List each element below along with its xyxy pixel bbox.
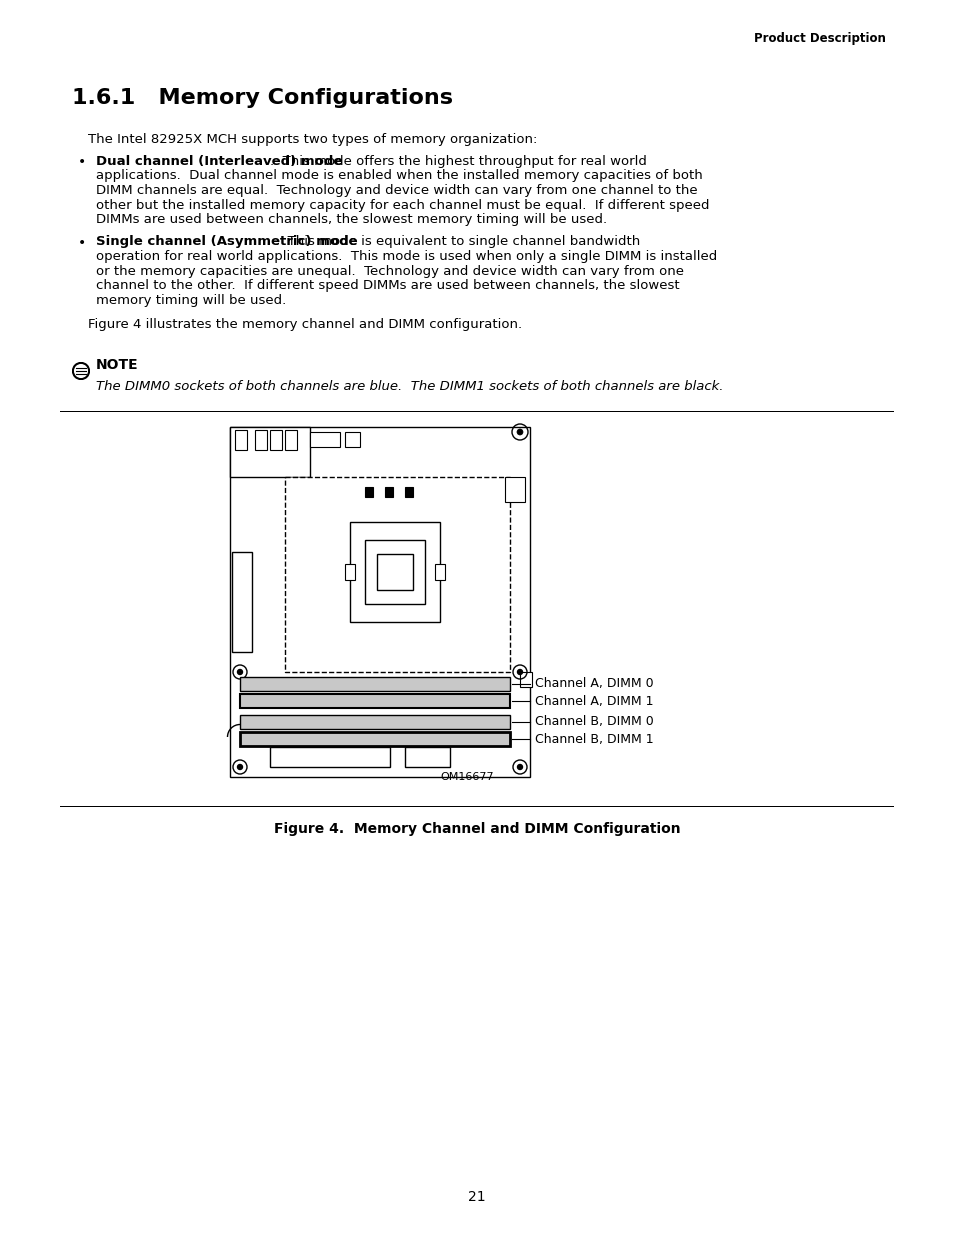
Text: channel to the other.  If different speed DIMMs are used between channels, the s: channel to the other. If different speed… [96, 279, 679, 291]
Text: Channel B, DIMM 1: Channel B, DIMM 1 [535, 732, 653, 746]
Circle shape [517, 429, 522, 435]
Bar [350, 522, 439, 622]
Text: The DIMM0 sockets of both channels are blue.  The DIMM1 sockets of both channels: The DIMM0 sockets of both channels are b… [96, 380, 722, 393]
Bar [232, 552, 252, 652]
Text: Dual channel (Interleaved) mode: Dual channel (Interleaved) mode [96, 156, 342, 168]
Text: applications.  Dual channel mode is enabled when the installed memory capacities: applications. Dual channel mode is enabl… [96, 169, 702, 183]
Text: Figure 4.  Memory Channel and DIMM Configuration: Figure 4. Memory Channel and DIMM Config… [274, 823, 679, 836]
Text: The Intel 82925X MCH supports two types of memory organization:: The Intel 82925X MCH supports two types … [88, 133, 537, 146]
Circle shape [237, 669, 242, 674]
Circle shape [517, 764, 522, 769]
Bar [405, 747, 450, 767]
Text: Channel A, DIMM 0: Channel A, DIMM 0 [535, 678, 653, 690]
Bar [310, 432, 339, 447]
Bar [240, 677, 510, 692]
Text: 1.6.1   Memory Configurations: 1.6.1 Memory Configurations [71, 88, 453, 107]
Bar [240, 732, 510, 746]
Text: operation for real world applications.  This mode is used when only a single DIM: operation for real world applications. T… [96, 249, 717, 263]
Text: Product Description: Product Description [753, 32, 885, 44]
Bar [365, 540, 424, 604]
Bar [240, 694, 510, 708]
Bar [345, 564, 355, 580]
Bar [385, 487, 393, 496]
Circle shape [517, 669, 522, 674]
Text: DIMM channels are equal.  Technology and device width can vary from one channel : DIMM channels are equal. Technology and … [96, 184, 697, 198]
Text: •: • [78, 156, 86, 169]
Text: OM16677: OM16677 [439, 772, 493, 782]
Bar [345, 432, 359, 447]
Bar [230, 427, 530, 777]
Circle shape [237, 764, 242, 769]
Bar [240, 715, 510, 729]
Bar [376, 555, 413, 590]
Bar [519, 672, 532, 687]
Bar [285, 477, 510, 672]
Text: Channel B, DIMM 0: Channel B, DIMM 0 [535, 715, 653, 729]
Text: Figure 4 illustrates the memory channel and DIMM configuration.: Figure 4 illustrates the memory channel … [88, 317, 521, 331]
Bar [254, 430, 267, 450]
Text: NOTE: NOTE [96, 358, 138, 372]
Bar [405, 487, 413, 496]
Bar [234, 430, 247, 450]
Bar [365, 487, 373, 496]
Text: DIMMs are used between channels, the slowest memory timing will be used.: DIMMs are used between channels, the slo… [96, 212, 606, 226]
Bar [230, 427, 310, 477]
Bar [435, 564, 444, 580]
Text: .  This mode offers the highest throughput for real world: . This mode offers the highest throughpu… [270, 156, 646, 168]
Text: 21: 21 [468, 1191, 485, 1204]
Text: Single channel (Asymmetric) mode: Single channel (Asymmetric) mode [96, 236, 357, 248]
Text: Channel A, DIMM 1: Channel A, DIMM 1 [535, 694, 653, 708]
Text: or the memory capacities are unequal.  Technology and device width can vary from: or the memory capacities are unequal. Te… [96, 264, 683, 278]
Text: memory timing will be used.: memory timing will be used. [96, 294, 286, 306]
Bar [285, 430, 296, 450]
Bar [270, 747, 390, 767]
Text: other but the installed memory capacity for each channel must be equal.  If diff: other but the installed memory capacity … [96, 199, 709, 211]
Bar [504, 477, 524, 501]
Text: •: • [78, 236, 86, 249]
Bar [270, 430, 282, 450]
Text: .  This mode is equivalent to single channel bandwidth: . This mode is equivalent to single chan… [274, 236, 639, 248]
